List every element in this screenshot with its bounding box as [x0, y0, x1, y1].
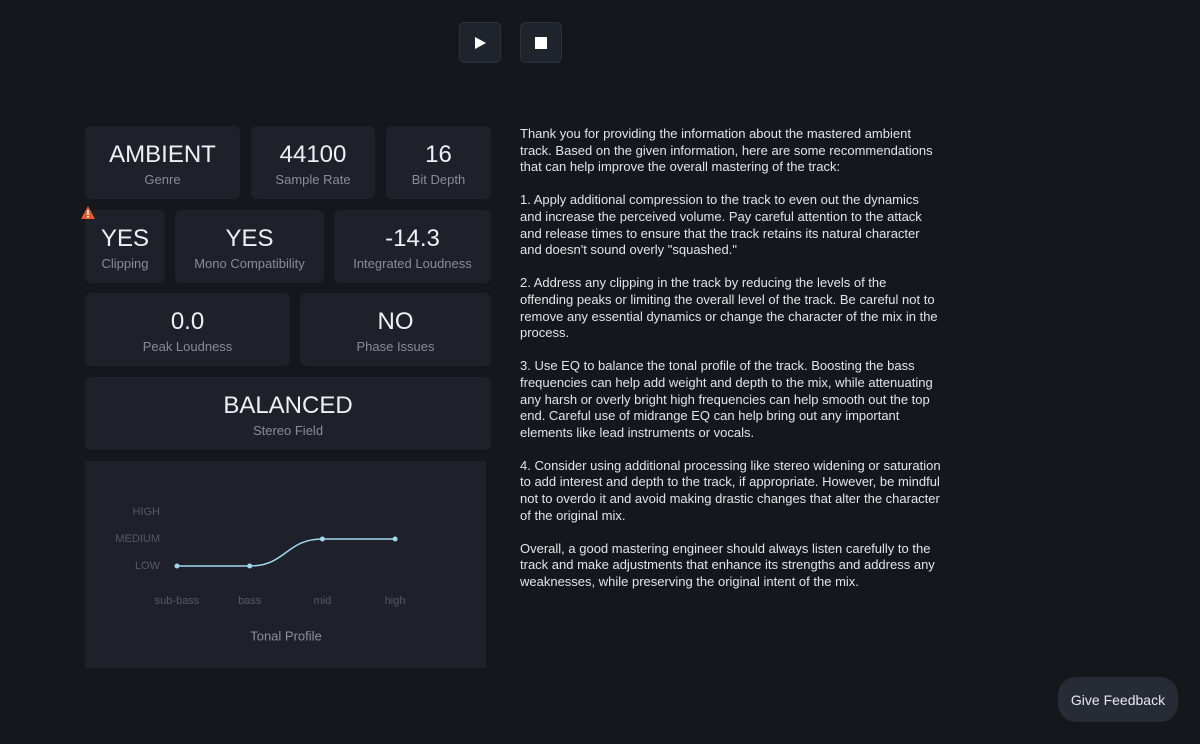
stat-label: Sample Rate — [275, 172, 351, 187]
x-tick-label: bass — [238, 595, 262, 607]
stat-label: Peak Loudness — [142, 339, 233, 354]
stat-value: BALANCED — [223, 392, 353, 419]
stat-label: Phase Issues — [356, 339, 435, 354]
stat-label: Integrated Loudness — [353, 256, 472, 271]
stat-label: Mono Compatibility — [194, 256, 305, 271]
stat-value: 44100 — [279, 141, 347, 168]
tonal-profile-panel: Tonal Profile LOW MEDIUM HIGH sub-bass bass m… — [85, 461, 486, 668]
stat-label: Stereo Field — [252, 423, 324, 438]
y-tick-label: LOW — [135, 560, 161, 572]
stat-label: Genre — [144, 172, 181, 187]
stat-label: Bit Depth — [411, 172, 466, 187]
point — [247, 563, 253, 569]
paragraph: 1. Apply additional compression to the t… — [520, 192, 922, 258]
stat-card: 0.0 Peak Loudness — [85, 293, 290, 366]
feedback-button[interactable]: Give Feedback — [1058, 677, 1178, 722]
x-tick-label: high — [385, 595, 406, 607]
stat-value: 0.0 — [170, 308, 205, 335]
chart-title: Tonal Profile — [250, 628, 322, 643]
stop-button[interactable] — [520, 22, 562, 63]
stat-value: YES — [100, 225, 150, 252]
point — [392, 536, 398, 542]
stat-card: YES Mono Compatibility — [175, 210, 324, 283]
stat-value: 16 — [425, 141, 452, 168]
stat-value: YES — [225, 225, 274, 252]
play-button[interactable] — [459, 22, 501, 63]
paragraph: 3. Use EQ to balance the tonal profile o… — [520, 358, 933, 440]
stat-value: NO — [377, 308, 414, 335]
x-tick-label: mid — [314, 595, 332, 607]
paragraph: Thank you for providing the information … — [520, 126, 933, 175]
paragraph: 4. Consider using additional processing … — [520, 457, 941, 523]
x-tick-label: sub-bass — [155, 595, 200, 607]
paragraph: Overall, a good mastering engineer shoul… — [520, 540, 935, 590]
paragraph: 2. Address any clipping in the track by … — [520, 275, 938, 341]
stat-value: AMBIENT — [109, 141, 216, 168]
point — [319, 536, 325, 542]
y-tick-label: MEDIUM — [115, 533, 160, 545]
stat-card: NO Phase Issues — [300, 293, 491, 366]
tonal-profile-chart: Tonal Profile LOW MEDIUM HIGH sub-bass bass m… — [115, 506, 406, 644]
stat-card: 16 Bit Depth — [386, 126, 491, 199]
stat-card: 44100 Sample Rate — [251, 126, 375, 199]
stat-card: YES Clipping — [85, 210, 165, 283]
stat-card: -14.3 Integrated Loudness — [334, 210, 491, 283]
stat-value: -14.3 — [385, 225, 440, 252]
recommendations: Thank you for providing the information … — [520, 126, 942, 607]
stat-card: BALANCED Stereo Field — [85, 377, 491, 450]
line — [176, 538, 396, 567]
play-icon — [475, 36, 486, 49]
warning-icon — [81, 206, 95, 219]
stat-label: Clipping — [101, 256, 149, 271]
stop-icon — [535, 36, 547, 49]
point — [174, 563, 180, 569]
y-tick-label: HIGH — [133, 506, 161, 518]
stat-card: AMBIENT Genre — [85, 126, 240, 199]
